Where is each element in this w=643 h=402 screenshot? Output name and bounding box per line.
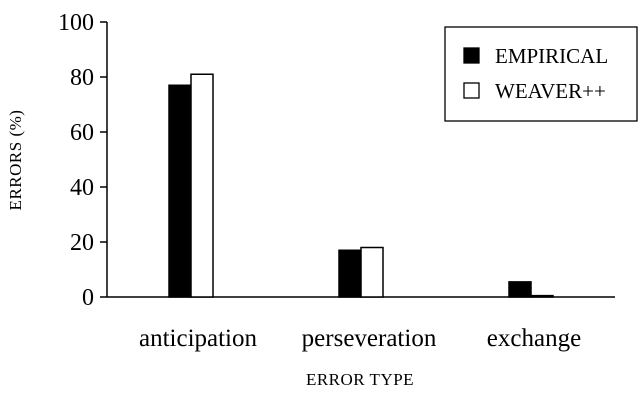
x-tick-label-perseveration: perseveration xyxy=(302,325,437,352)
bar-empirical-anticipation xyxy=(168,84,192,298)
legend-frame xyxy=(444,26,638,122)
y-tick-label: 100 xyxy=(58,10,94,36)
x-tick-label-anticipation: anticipation xyxy=(139,325,258,352)
legend-label-weaver: WEAVER++ xyxy=(495,79,606,103)
legend: EMPIRICAL WEAVER++ xyxy=(444,26,638,122)
bar-empirical-exchange xyxy=(508,281,532,298)
bar-empirical-perseveration xyxy=(338,249,362,298)
bar-weaver--exchange xyxy=(530,294,554,298)
bars xyxy=(168,73,554,298)
y-ticks: 0 20 40 60 80 100 xyxy=(58,10,107,311)
category-labels: anticipation perseveration exchange xyxy=(139,325,581,352)
bar-weaver--anticipation xyxy=(190,73,214,298)
x-tick-label-exchange: exchange xyxy=(487,325,581,352)
y-tick-label: 40 xyxy=(70,175,94,201)
y-tick-label: 60 xyxy=(70,120,94,146)
legend-swatch-weaver xyxy=(463,82,480,99)
x-axis-title: ERROR TYPE xyxy=(306,370,414,389)
y-tick-label: 80 xyxy=(70,65,94,91)
y-axis-title: ERRORS (%) xyxy=(6,110,25,211)
legend-label-empirical: EMPIRICAL xyxy=(495,44,608,68)
y-tick-label: 20 xyxy=(70,230,94,256)
y-tick-label: 0 xyxy=(82,285,94,311)
legend-swatch-empirical xyxy=(463,47,480,64)
bar-weaver--perseveration xyxy=(360,246,384,298)
